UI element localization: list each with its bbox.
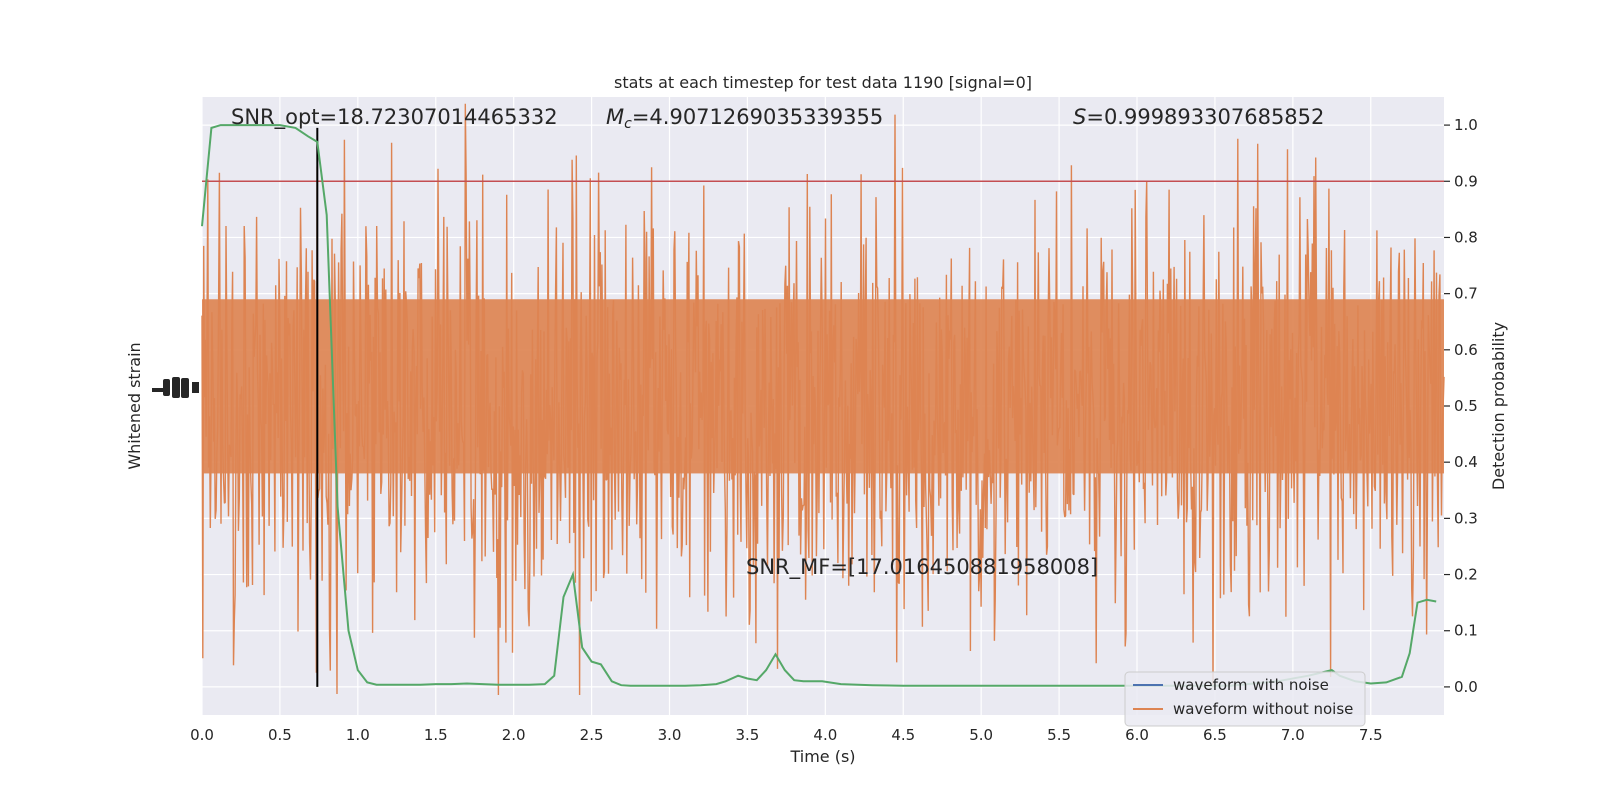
right-tick-label: 0.1 — [1454, 622, 1478, 640]
x-tick-label: 6.0 — [1125, 726, 1149, 744]
x-tick-label: 2.5 — [580, 726, 604, 744]
x-axis-ticks: 0.0 0.5 1.0 1.5 2.0 2.5 3.0 3.5 4.0 4.5 5.0 5.5 6.0 6… — [190, 726, 1383, 744]
x-tick-label: 6.5 — [1203, 726, 1227, 744]
legend-box — [1124, 671, 1366, 727]
left-axis-tick-cluster — [152, 377, 199, 398]
chart-title: stats at each timestep for test data 119… — [614, 73, 1032, 92]
right-tick-label: 1.0 — [1454, 116, 1478, 134]
x-tick-label: 7.5 — [1359, 726, 1383, 744]
x-tick-label: 0.5 — [268, 726, 292, 744]
strain-noise-core — [202, 299, 1444, 474]
x-tick-label: 5.0 — [969, 726, 993, 744]
s-statistic-annotation: S=0.999893307685852 — [1073, 105, 1324, 129]
x-tick-label: 5.5 — [1047, 726, 1071, 744]
x-tick-label: 3.5 — [735, 726, 759, 744]
x-tick-label: 4.5 — [891, 726, 915, 744]
strain-noise-series — [201, 103, 1445, 696]
right-tick-label: 0.4 — [1454, 453, 1478, 471]
right-tick-label: 0.0 — [1454, 678, 1478, 696]
right-axis-ticks: 0.0 0.1 0.2 0.3 0.4 0.5 0.6 0.7 0.8 0.9 1.0 — [1444, 116, 1478, 696]
right-tick-label: 0.3 — [1454, 509, 1478, 527]
x-tick-label: 0.0 — [190, 726, 214, 744]
x-axis-label: Time (s) — [789, 747, 855, 766]
right-tick-label: 0.5 — [1454, 397, 1478, 415]
legend-label-with-noise: waveform with noise — [1173, 676, 1329, 694]
legend-label-without-noise: waveform without noise — [1173, 700, 1353, 718]
right-axis-label: Detection probability — [1489, 322, 1508, 490]
right-tick-label: 0.6 — [1454, 341, 1478, 359]
right-tick-label: 0.7 — [1454, 285, 1478, 303]
left-axis-label: Whitened strain — [125, 342, 144, 469]
x-tick-label: 2.0 — [502, 726, 526, 744]
snr-mf-annotation: SNR_MF=[17.016450881958008] — [746, 555, 1098, 580]
x-tick-label: 3.0 — [658, 726, 682, 744]
right-tick-label: 0.8 — [1454, 228, 1478, 246]
chirp-mass-annotation: Mc=4.9071269035339355 — [606, 105, 883, 132]
snr-opt-annotation: SNR_opt=18.72307014465332 — [231, 105, 558, 130]
right-tick-label: 0.9 — [1454, 172, 1478, 190]
legend: waveform with noise waveform without noi… — [1124, 671, 1366, 727]
x-tick-label: 1.5 — [424, 726, 448, 744]
right-tick-label: 0.2 — [1454, 566, 1478, 584]
x-tick-label: 4.0 — [813, 726, 837, 744]
x-tick-label: 7.0 — [1281, 726, 1305, 744]
x-tick-label: 1.0 — [346, 726, 370, 744]
